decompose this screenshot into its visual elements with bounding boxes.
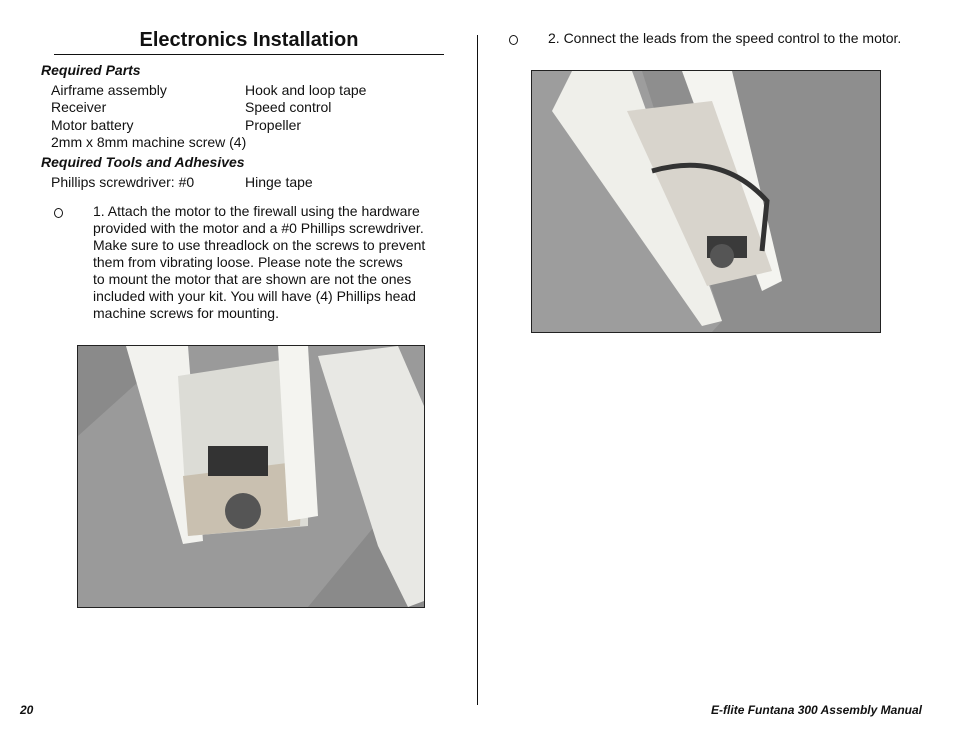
list-item: Motor battery: [51, 116, 134, 133]
checkbox-bullet: [54, 208, 63, 218]
list-item: Receiver: [51, 99, 107, 116]
title: Electronics Installation: [139, 29, 359, 51]
step-text: them from vibrating loose. Please note t…: [93, 254, 403, 270]
list-item: Hinge tape: [245, 174, 313, 191]
step-text: included with your kit. You will have (4…: [93, 288, 416, 304]
step-text: machine screws for mounting.: [93, 305, 279, 321]
page-number: 20: [20, 703, 34, 717]
step-text: provided with the motor and a #0 Phillip…: [93, 220, 424, 236]
section-heading: Required Parts: [41, 62, 141, 78]
photo-motor-mount: [77, 345, 425, 608]
step-text: 1. Attach the motor to the firewall usin…: [93, 203, 420, 219]
title-rule: [54, 54, 444, 55]
step-text: to mount the motor that are shown are no…: [93, 271, 412, 287]
list-item: Propeller: [245, 116, 302, 133]
list-item: Hook and loop tape: [245, 82, 367, 98]
step-text: Make sure to use threadlock on the screw…: [93, 237, 426, 253]
list-item: 2mm x 8mm machine screw (4): [51, 133, 247, 150]
section-heading: Required Tools and Adhesives: [41, 154, 245, 171]
step-text: 2. Connect the leads from the speed cont…: [548, 30, 902, 46]
divider: [477, 35, 478, 705]
list-item: Phillips screwdriver: #0: [51, 174, 195, 191]
list-item: Airframe assembly: [51, 82, 167, 98]
list-item: Speed control: [245, 99, 332, 116]
photo-motor-leads: [531, 70, 881, 333]
checkbox-bullet: [509, 35, 518, 45]
manual-name: E-flite Funtana 300 Assembly Manual: [711, 703, 922, 717]
